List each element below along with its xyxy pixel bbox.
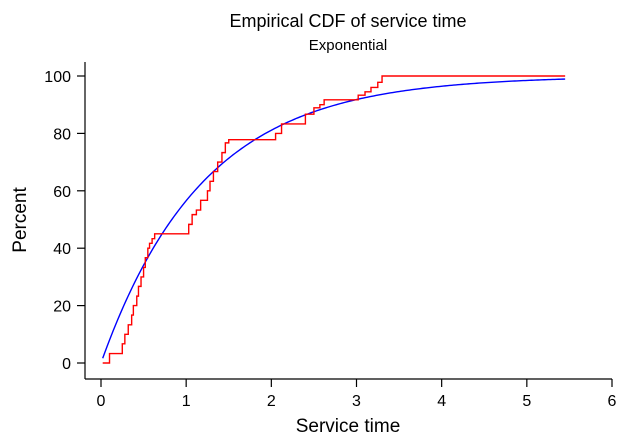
x-axis-label: Service time (296, 416, 401, 437)
chart-title: Empirical CDF of service time (229, 11, 466, 31)
x-tick-label: 1 (182, 393, 191, 410)
y-axis-label: Percent (10, 187, 31, 253)
x-tick-label: 3 (352, 393, 361, 410)
x-tick-label: 5 (522, 393, 531, 410)
x-tick-label: 6 (608, 393, 617, 410)
empirical-cdf-step-line (102, 75, 566, 364)
x-tick-label: 2 (267, 393, 276, 410)
x-tick-label: 0 (97, 393, 106, 410)
x-tick-label: 4 (437, 393, 446, 410)
y-axis-ticks: 0 20 40 60 80 100 (44, 69, 85, 373)
chart-subtitle: Exponential (309, 37, 387, 54)
y-tick-label: 20 (53, 299, 71, 316)
y-tick-label: 40 (53, 241, 71, 258)
series-layer (102, 75, 566, 364)
y-tick-label: 60 (53, 184, 71, 201)
fitted-exponential-cdf-line (102, 78, 566, 359)
y-tick-label: 80 (53, 126, 71, 143)
y-tick-label: 100 (44, 69, 71, 86)
plot-area: 0 20 40 60 80 100 0 1 2 3 4 5 6 (44, 62, 617, 410)
y-tick-label: 0 (62, 356, 71, 373)
x-axis-ticks: 0 1 2 3 4 5 6 (97, 379, 617, 410)
